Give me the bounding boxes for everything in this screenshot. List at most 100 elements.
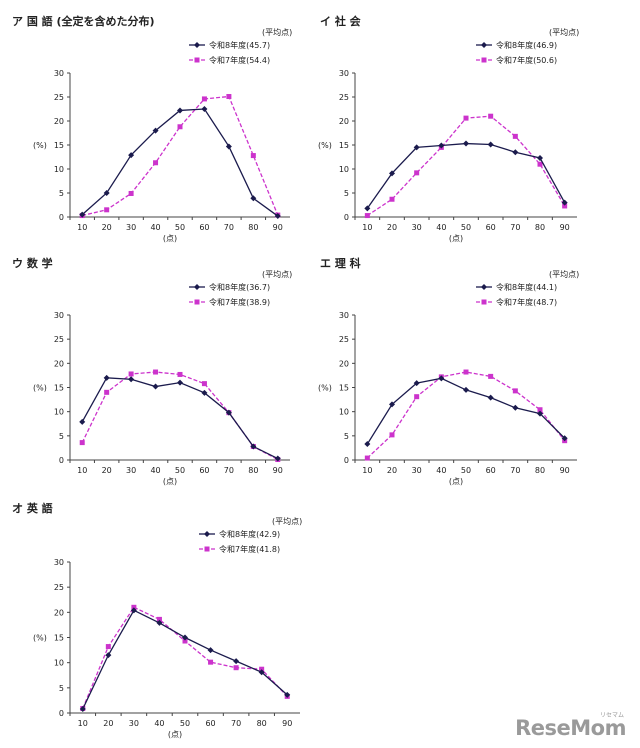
data-point-r8 (177, 107, 183, 114)
data-point-r7 (177, 371, 183, 377)
data-point-r7 (537, 161, 543, 167)
x-tick-label: 50 (180, 719, 190, 728)
x-tick-label: 90 (273, 466, 283, 475)
x-tick-label: 90 (560, 223, 570, 232)
data-point-r7 (201, 381, 207, 387)
data-point-r8 (364, 441, 371, 448)
data-point-r7 (156, 616, 162, 622)
y-axis-label: (%) (33, 634, 47, 643)
y-axis-label: (%) (33, 141, 47, 150)
x-tick-label: 20 (387, 223, 397, 232)
data-point-r7 (226, 94, 232, 100)
x-tick-label: 40 (150, 223, 160, 232)
data-point-r8 (182, 634, 188, 641)
data-point-r7 (414, 170, 420, 176)
y-tick-label: 0 (344, 456, 349, 465)
legend-heading: (平均点) (262, 27, 292, 37)
x-tick-label: 80 (257, 719, 267, 728)
chart-title: イ 社 会 (320, 14, 362, 28)
legend-marker (481, 57, 487, 63)
series-line-r8 (82, 609, 288, 710)
y-tick-label: 30 (54, 69, 64, 78)
legend-marker (481, 299, 487, 305)
data-point-r7 (201, 96, 207, 102)
x-tick-label: 70 (510, 466, 520, 475)
data-point-r8 (487, 394, 494, 401)
series-line-r7 (366, 371, 566, 459)
x-tick-label: 80 (248, 466, 258, 475)
data-point-r8 (389, 170, 395, 177)
data-point-r8 (79, 705, 86, 712)
data-point-r7 (562, 203, 568, 209)
data-point-r7 (364, 213, 370, 219)
data-point-r8 (225, 409, 232, 416)
data-point-r7 (488, 373, 494, 379)
data-point-r8 (561, 435, 568, 442)
y-tick-label: 20 (54, 359, 64, 368)
chart-5: オ 英 語 0 5 10 15 20 25 30 10 20 30 40 50 60 70 80 90 (%) (点… (12, 501, 302, 739)
x-tick-label: 80 (248, 223, 258, 232)
legend-label: 令和8年度(42.9) (219, 529, 280, 539)
x-tick-label: 60 (199, 466, 209, 475)
legend-marker (194, 284, 200, 290)
x-tick-label: 10 (362, 223, 372, 232)
data-point-r8 (207, 647, 214, 654)
y-tick-label: 10 (54, 165, 64, 174)
x-axis-label: (点) (163, 234, 177, 243)
x-tick-label: 30 (129, 719, 139, 728)
chart-title: ウ 数 学 (12, 256, 53, 270)
y-tick-label: 25 (54, 583, 64, 592)
x-tick-label: 10 (78, 719, 88, 728)
data-point-r8 (250, 443, 257, 450)
y-tick-label: 5 (344, 189, 349, 198)
legend-heading: (平均点) (549, 269, 579, 279)
x-tick-label: 70 (224, 466, 234, 475)
data-point-r8 (79, 211, 86, 218)
data-point-r8 (463, 386, 469, 393)
data-point-r7 (250, 153, 256, 159)
x-tick-label: 90 (273, 223, 283, 232)
y-tick-label: 25 (339, 93, 349, 102)
x-tick-label: 40 (154, 719, 164, 728)
legend-marker (194, 299, 200, 305)
data-point-r7 (208, 659, 214, 665)
data-point-r7 (414, 394, 420, 400)
y-tick-label: 10 (54, 659, 64, 668)
data-point-r8 (250, 195, 257, 202)
legend-heading: (平均点) (549, 27, 579, 37)
data-point-r7 (463, 115, 469, 121)
series-line-r7 (366, 115, 566, 217)
legend-label: 令和7年度(50.6) (496, 55, 557, 65)
legend-label: 令和7年度(41.8) (219, 544, 280, 554)
y-tick-label: 0 (59, 709, 64, 718)
data-point-r8 (438, 375, 445, 382)
legend-marker (194, 42, 200, 48)
data-point-r7 (177, 124, 183, 130)
y-tick-label: 5 (59, 432, 64, 441)
x-tick-label: 30 (126, 466, 136, 475)
data-point-r8 (130, 607, 137, 614)
data-point-r7 (512, 388, 518, 394)
data-point-r8 (463, 140, 469, 147)
series-line-r7 (82, 606, 288, 709)
data-point-r7 (105, 644, 111, 650)
x-tick-label: 50 (175, 223, 185, 232)
x-tick-label: 40 (150, 466, 160, 475)
series-line-r8 (81, 377, 279, 460)
y-tick-label: 0 (59, 213, 64, 222)
data-point-r8 (561, 199, 568, 206)
logo-kana: リセマム (599, 712, 624, 719)
legend-marker (204, 531, 210, 537)
data-point-r8 (156, 619, 163, 626)
y-tick-label: 25 (54, 93, 64, 102)
x-tick-label: 70 (224, 223, 234, 232)
data-point-r8 (225, 143, 232, 150)
legend-label: 令和7年度(48.7) (496, 297, 557, 307)
x-tick-label: 90 (560, 466, 570, 475)
x-axis-label: (点) (168, 730, 182, 739)
x-tick-label: 20 (387, 466, 397, 475)
x-tick-label: 30 (412, 223, 422, 232)
x-axis-label: (点) (449, 234, 463, 243)
x-tick-label: 60 (486, 223, 496, 232)
